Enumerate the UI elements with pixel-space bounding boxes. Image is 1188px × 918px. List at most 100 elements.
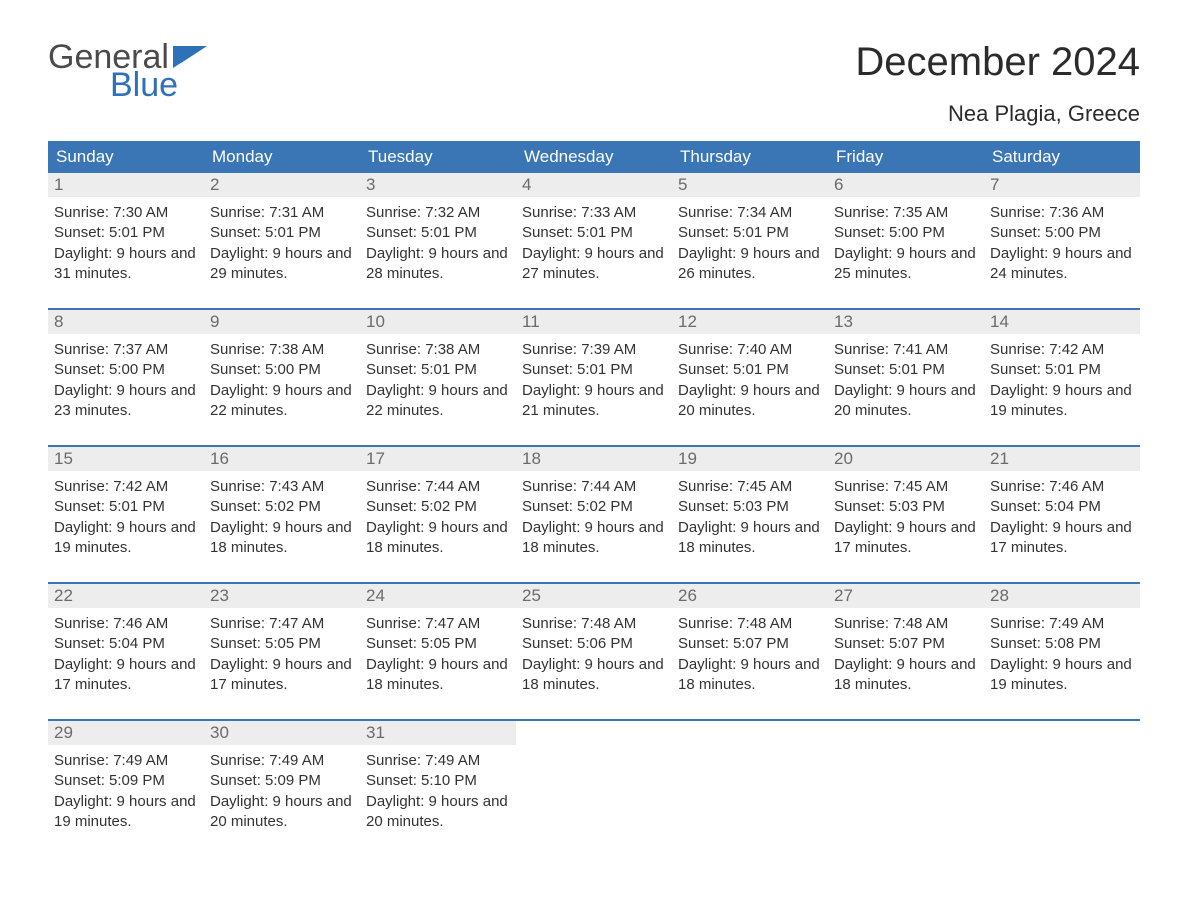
sunrise-line: Sunrise: 7:38 AM — [366, 340, 510, 360]
cell-body: Sunrise: 7:45 AMSunset: 5:03 PMDaylight:… — [672, 471, 828, 568]
day-number: 26 — [672, 584, 828, 608]
day-number: 7 — [984, 173, 1140, 197]
sunset-line: Sunset: 5:05 PM — [366, 634, 510, 654]
sunset-line: Sunset: 5:05 PM — [210, 634, 354, 654]
day-number: 22 — [48, 584, 204, 608]
sunrise-line: Sunrise: 7:49 AM — [210, 751, 354, 771]
daylight-line: Daylight: 9 hours and 18 minutes. — [834, 655, 978, 696]
cell-body: Sunrise: 7:35 AMSunset: 5:00 PMDaylight:… — [828, 197, 984, 294]
sunset-line: Sunset: 5:10 PM — [366, 771, 510, 791]
sunset-line: Sunset: 5:01 PM — [990, 360, 1134, 380]
daylight-line: Daylight: 9 hours and 20 minutes. — [834, 381, 978, 422]
calendar-cell: 21Sunrise: 7:46 AMSunset: 5:04 PMDayligh… — [984, 447, 1140, 568]
calendar-cell: 16Sunrise: 7:43 AMSunset: 5:02 PMDayligh… — [204, 447, 360, 568]
day-number: 13 — [828, 310, 984, 334]
sunrise-line: Sunrise: 7:30 AM — [54, 203, 198, 223]
calendar-cell: 26Sunrise: 7:48 AMSunset: 5:07 PMDayligh… — [672, 584, 828, 705]
cell-body: Sunrise: 7:47 AMSunset: 5:05 PMDaylight:… — [204, 608, 360, 705]
cell-body: Sunrise: 7:49 AMSunset: 5:08 PMDaylight:… — [984, 608, 1140, 705]
day-number: 29 — [48, 721, 204, 745]
sunset-line: Sunset: 5:01 PM — [54, 223, 198, 243]
sunset-line: Sunset: 5:01 PM — [834, 360, 978, 380]
cell-body: Sunrise: 7:48 AMSunset: 5:07 PMDaylight:… — [828, 608, 984, 705]
day-number: 12 — [672, 310, 828, 334]
day-number: 18 — [516, 447, 672, 471]
cell-body: Sunrise: 7:42 AMSunset: 5:01 PMDaylight:… — [984, 334, 1140, 431]
sunrise-line: Sunrise: 7:35 AM — [834, 203, 978, 223]
cell-body: Sunrise: 7:38 AMSunset: 5:00 PMDaylight:… — [204, 334, 360, 431]
daylight-line: Daylight: 9 hours and 17 minutes. — [54, 655, 198, 696]
daylight-line: Daylight: 9 hours and 20 minutes. — [210, 792, 354, 833]
cell-body: Sunrise: 7:33 AMSunset: 5:01 PMDaylight:… — [516, 197, 672, 294]
daylight-line: Daylight: 9 hours and 19 minutes. — [54, 518, 198, 559]
day-number: 6 — [828, 173, 984, 197]
sunset-line: Sunset: 5:01 PM — [522, 360, 666, 380]
cell-body: Sunrise: 7:46 AMSunset: 5:04 PMDaylight:… — [48, 608, 204, 705]
sunset-line: Sunset: 5:01 PM — [210, 223, 354, 243]
cell-body: Sunrise: 7:31 AMSunset: 5:01 PMDaylight:… — [204, 197, 360, 294]
weeks-container: 1Sunrise: 7:30 AMSunset: 5:01 PMDaylight… — [48, 173, 1140, 842]
calendar-cell: 3Sunrise: 7:32 AMSunset: 5:01 PMDaylight… — [360, 173, 516, 294]
calendar-cell: 5Sunrise: 7:34 AMSunset: 5:01 PMDaylight… — [672, 173, 828, 294]
sunrise-line: Sunrise: 7:45 AM — [678, 477, 822, 497]
cell-body: Sunrise: 7:40 AMSunset: 5:01 PMDaylight:… — [672, 334, 828, 431]
calendar-cell — [672, 721, 828, 842]
cell-body: Sunrise: 7:38 AMSunset: 5:01 PMDaylight:… — [360, 334, 516, 431]
day-header: Thursday — [672, 141, 828, 173]
daylight-line: Daylight: 9 hours and 18 minutes. — [678, 518, 822, 559]
sunset-line: Sunset: 5:04 PM — [54, 634, 198, 654]
sunrise-line: Sunrise: 7:47 AM — [210, 614, 354, 634]
sunset-line: Sunset: 5:01 PM — [522, 223, 666, 243]
calendar-cell: 2Sunrise: 7:31 AMSunset: 5:01 PMDaylight… — [204, 173, 360, 294]
week-row: 15Sunrise: 7:42 AMSunset: 5:01 PMDayligh… — [48, 445, 1140, 568]
daylight-line: Daylight: 9 hours and 17 minutes. — [990, 518, 1134, 559]
day-number: 30 — [204, 721, 360, 745]
sunset-line: Sunset: 5:00 PM — [990, 223, 1134, 243]
calendar-cell: 29Sunrise: 7:49 AMSunset: 5:09 PMDayligh… — [48, 721, 204, 842]
sunset-line: Sunset: 5:09 PM — [210, 771, 354, 791]
cell-body: Sunrise: 7:36 AMSunset: 5:00 PMDaylight:… — [984, 197, 1140, 294]
daylight-line: Daylight: 9 hours and 17 minutes. — [834, 518, 978, 559]
title-block: December 2024 Nea Plagia, Greece — [855, 40, 1140, 127]
calendar-cell: 24Sunrise: 7:47 AMSunset: 5:05 PMDayligh… — [360, 584, 516, 705]
sunrise-line: Sunrise: 7:49 AM — [366, 751, 510, 771]
day-number: 21 — [984, 447, 1140, 471]
cell-body: Sunrise: 7:48 AMSunset: 5:07 PMDaylight:… — [672, 608, 828, 705]
daylight-line: Daylight: 9 hours and 18 minutes. — [522, 518, 666, 559]
sunrise-line: Sunrise: 7:48 AM — [834, 614, 978, 634]
day-number: 4 — [516, 173, 672, 197]
sunrise-line: Sunrise: 7:31 AM — [210, 203, 354, 223]
day-header: Friday — [828, 141, 984, 173]
calendar-cell: 22Sunrise: 7:46 AMSunset: 5:04 PMDayligh… — [48, 584, 204, 705]
daylight-line: Daylight: 9 hours and 19 minutes. — [990, 655, 1134, 696]
sunset-line: Sunset: 5:01 PM — [678, 360, 822, 380]
calendar-cell: 15Sunrise: 7:42 AMSunset: 5:01 PMDayligh… — [48, 447, 204, 568]
sunset-line: Sunset: 5:04 PM — [990, 497, 1134, 517]
daylight-line: Daylight: 9 hours and 20 minutes. — [678, 381, 822, 422]
sunset-line: Sunset: 5:07 PM — [678, 634, 822, 654]
cell-body: Sunrise: 7:39 AMSunset: 5:01 PMDaylight:… — [516, 334, 672, 431]
daylight-line: Daylight: 9 hours and 18 minutes. — [366, 518, 510, 559]
daylight-line: Daylight: 9 hours and 28 minutes. — [366, 244, 510, 285]
calendar-cell — [828, 721, 984, 842]
cell-body: Sunrise: 7:45 AMSunset: 5:03 PMDaylight:… — [828, 471, 984, 568]
day-number: 1 — [48, 173, 204, 197]
calendar-cell: 6Sunrise: 7:35 AMSunset: 5:00 PMDaylight… — [828, 173, 984, 294]
day-number: 15 — [48, 447, 204, 471]
daylight-line: Daylight: 9 hours and 17 minutes. — [210, 655, 354, 696]
cell-body: Sunrise: 7:41 AMSunset: 5:01 PMDaylight:… — [828, 334, 984, 431]
calendar-cell: 7Sunrise: 7:36 AMSunset: 5:00 PMDaylight… — [984, 173, 1140, 294]
daylight-line: Daylight: 9 hours and 21 minutes. — [522, 381, 666, 422]
daylight-line: Daylight: 9 hours and 27 minutes. — [522, 244, 666, 285]
sunrise-line: Sunrise: 7:38 AM — [210, 340, 354, 360]
sunset-line: Sunset: 5:01 PM — [678, 223, 822, 243]
day-number: 20 — [828, 447, 984, 471]
day-number: 27 — [828, 584, 984, 608]
day-number: 17 — [360, 447, 516, 471]
sunrise-line: Sunrise: 7:45 AM — [834, 477, 978, 497]
day-header: Tuesday — [360, 141, 516, 173]
sunrise-line: Sunrise: 7:47 AM — [366, 614, 510, 634]
location-label: Nea Plagia, Greece — [855, 101, 1140, 127]
day-number: 31 — [360, 721, 516, 745]
daylight-line: Daylight: 9 hours and 29 minutes. — [210, 244, 354, 285]
